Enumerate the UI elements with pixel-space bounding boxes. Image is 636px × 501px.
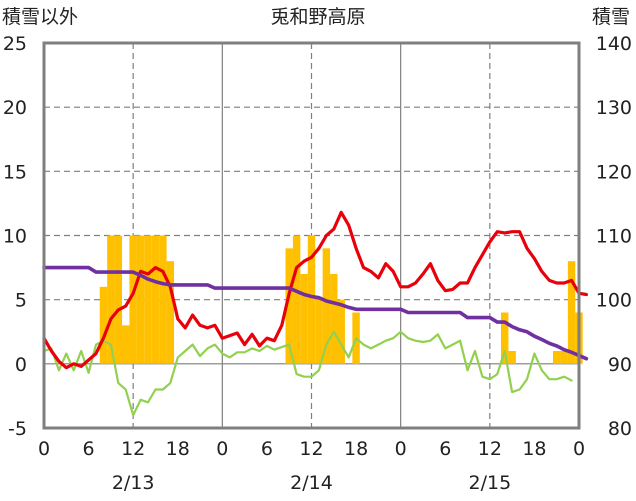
right-tick-label: 90 [608, 354, 632, 376]
x-tick-label: 12 [478, 438, 502, 460]
left-tick-label: 5 [15, 290, 27, 312]
x-tick-label: 18 [522, 438, 546, 460]
x-tick-label: 12 [121, 438, 145, 460]
right-tick-label: 110 [596, 226, 632, 248]
bar [144, 235, 152, 364]
bar [129, 235, 137, 364]
left-tick-label: -5 [8, 418, 27, 440]
x-tick-label: 0 [38, 438, 50, 460]
bar [330, 274, 338, 364]
series-line-purple [42, 265, 589, 361]
bar [567, 261, 576, 364]
x-tick-label: 12 [299, 438, 323, 460]
bar [99, 286, 108, 364]
bar [500, 312, 509, 364]
right-axis-ticks: 80 90 100 110 120 130 140 [596, 33, 632, 440]
x-tick-label: 18 [166, 438, 190, 460]
bar [322, 248, 331, 364]
bar [107, 235, 115, 364]
right-tick-label: 100 [596, 290, 632, 312]
x-tick-label: 6 [83, 438, 95, 460]
bar [300, 274, 308, 364]
x-tick-label: 6 [439, 438, 451, 460]
bar [122, 325, 130, 364]
left-tick-label: 25 [3, 33, 27, 55]
bar [315, 299, 323, 364]
line-series [42, 210, 589, 417]
left-tick-label: 15 [3, 161, 27, 183]
left-axis-label: 積雪以外 [2, 6, 78, 28]
bar [114, 235, 123, 364]
series-line-red [42, 210, 588, 370]
date-label: 2/15 [468, 472, 511, 494]
date-labels: 2/13 2/14 2/15 [112, 472, 511, 494]
grid-lines [44, 43, 579, 428]
bar [159, 235, 167, 364]
bar [337, 299, 345, 364]
plot-frame [42, 41, 581, 430]
bar [307, 235, 316, 364]
bar [560, 351, 568, 364]
bar [166, 261, 175, 364]
right-tick-label: 80 [608, 418, 632, 440]
left-tick-label: 0 [15, 354, 27, 376]
x-axis-ticks: 0 6 12 18 0 6 12 18 0 6 12 18 0 [38, 438, 585, 460]
left-tick-label: 10 [3, 226, 27, 248]
left-axis-ticks: -5 0 5 10 15 20 25 [3, 33, 27, 440]
bar [136, 235, 145, 364]
right-tick-label: 120 [596, 161, 632, 183]
series-line-green [42, 330, 573, 417]
date-label: 2/14 [290, 472, 333, 494]
x-tick-label: 0 [573, 438, 585, 460]
right-tick-label: 130 [596, 97, 632, 119]
bar [151, 235, 160, 364]
left-tick-label: 20 [3, 97, 27, 119]
right-tick-label: 140 [596, 33, 632, 55]
x-tick-label: 18 [344, 438, 368, 460]
chart-title: 兎和野高原 [270, 6, 365, 28]
x-tick-label: 6 [261, 438, 273, 460]
x-tick-label: 0 [395, 438, 407, 460]
bar [285, 248, 293, 364]
date-label: 2/13 [112, 472, 155, 494]
right-axis-label: 積雪 [592, 6, 630, 28]
bar [552, 351, 561, 364]
bar [292, 235, 301, 364]
bar [508, 351, 516, 364]
x-tick-label: 0 [216, 438, 228, 460]
